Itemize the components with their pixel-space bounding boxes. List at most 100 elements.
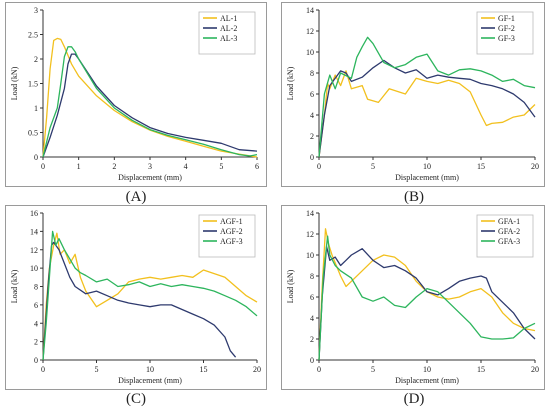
y-tick-label: 6 <box>310 293 314 302</box>
x-tick-label: 5 <box>371 162 375 171</box>
y-axis-title: Load (kN) <box>286 66 295 100</box>
x-tick-label: 6 <box>255 162 259 171</box>
x-axis-title: Displacement (mm) <box>395 376 459 385</box>
x-tick-label: 0 <box>41 162 45 171</box>
y-tick-label: 4 <box>310 111 314 120</box>
x-tick-label: 15 <box>477 365 485 374</box>
legend-box <box>476 11 534 55</box>
chart-panel-c: 0 5 10 15 20 0 2 4 6 8 10 12 14 16 Displacement (mm) Lo… <box>5 205 267 390</box>
y-tick-label: 4 <box>310 314 314 323</box>
y-axis-title: Load (kN) <box>10 66 19 100</box>
y-tick-label: 0.5 <box>28 129 38 138</box>
x-axis-title: Displacement (mm) <box>118 173 182 182</box>
chart-svg: 0 5 10 15 20 0 2 4 6 8 10 12 14 Displacement (mm) Load… <box>281 2 545 187</box>
legend-box <box>476 214 534 258</box>
legend-label: AGF-3 <box>220 237 243 246</box>
y-tick-label: 1.5 <box>28 80 38 89</box>
y-tick-label: 8 <box>310 69 314 78</box>
x-tick-label: 10 <box>423 162 431 171</box>
legend-label: AL-1 <box>220 14 237 23</box>
chart-panel-d: 0 5 10 15 20 0 2 4 6 8 10 12 14 Displacement (mm) Load… <box>281 205 545 390</box>
y-tick-label: 8 <box>310 272 314 281</box>
y-tick-label: 14 <box>306 6 314 15</box>
x-axis-title: Displacement (mm) <box>118 376 182 385</box>
panel-label-a: (A) <box>125 189 147 205</box>
legend-label: AGF-2 <box>220 227 243 236</box>
x-tick-label: 15 <box>477 162 485 171</box>
y-tick-label: 10 <box>306 251 314 260</box>
x-tick-label: 0 <box>41 365 45 374</box>
x-tick-label: 1 <box>77 162 81 171</box>
series-line-al-1 <box>42 37 258 158</box>
legend-label: AGF-1 <box>220 217 243 226</box>
panel-label-b: (B) <box>404 189 424 205</box>
legend-label: AL-2 <box>220 24 237 33</box>
y-tick-label: 8 <box>34 283 38 292</box>
series-line-agf-3 <box>42 230 258 361</box>
y-tick-label: 6 <box>34 301 38 310</box>
series-line-al-2 <box>42 53 258 158</box>
legend-label: GFA-3 <box>498 237 520 246</box>
chart-panel-b: 0 5 10 15 20 0 2 4 6 8 10 12 14 Displacement (mm) Load… <box>281 2 545 187</box>
y-axis-title: Load (kN) <box>10 269 19 303</box>
series-line-al-3 <box>42 46 258 158</box>
x-tick-label: 4 <box>184 162 188 171</box>
y-tick-label: 3 <box>34 6 38 15</box>
x-tick-label: 0 <box>317 365 321 374</box>
x-axis-title: Displacement (mm) <box>395 173 459 182</box>
legend-box <box>198 214 256 258</box>
legend-label: AL-3 <box>220 34 237 43</box>
y-tick-label: 6 <box>310 90 314 99</box>
x-tick-label: 5 <box>219 162 223 171</box>
legend-label: GF-3 <box>498 34 515 43</box>
y-tick-label: 14 <box>306 209 314 218</box>
y-tick-label: 2.5 <box>28 31 38 40</box>
chart-svg: 0 1 2 3 4 5 6 0 0.5 1 1.5 2 2.5 3 Displacement (mm) Loa… <box>5 2 267 187</box>
x-tick-label: 15 <box>200 365 208 374</box>
series-line-gfa-2 <box>318 245 536 361</box>
y-tick-label: 1 <box>34 104 38 113</box>
y-tick-label: 2 <box>34 55 38 64</box>
series-line-gfa-1 <box>318 228 536 361</box>
panel-label-c: (C) <box>126 391 146 407</box>
y-tick-label: 2 <box>310 132 314 141</box>
y-tick-label: 2 <box>34 338 38 347</box>
x-tick-label: 20 <box>531 365 539 374</box>
y-tick-label: 10 <box>306 48 314 57</box>
legend-label: GFA-1 <box>498 217 520 226</box>
x-tick-label: 2 <box>112 162 116 171</box>
legend-label: GF-1 <box>498 14 515 23</box>
y-tick-label: 12 <box>30 246 38 255</box>
x-tick-label: 5 <box>371 365 375 374</box>
y-tick-label: 0 <box>34 153 38 162</box>
series-line-gf-2 <box>318 59 536 158</box>
x-tick-label: 20 <box>253 365 261 374</box>
y-tick-label: 0 <box>310 153 314 162</box>
legend-label: GF-2 <box>498 24 515 33</box>
y-tick-label: 14 <box>30 227 38 236</box>
series-line-gfa-3 <box>318 235 536 361</box>
chart-svg: 0 5 10 15 20 0 2 4 6 8 10 12 14 Displacement (mm) Load… <box>281 205 545 390</box>
y-tick-label: 4 <box>34 319 38 328</box>
y-tick-label: 0 <box>310 356 314 365</box>
y-tick-label: 12 <box>306 230 314 239</box>
series-line-agf-2 <box>42 241 237 361</box>
legend-label: GFA-2 <box>498 227 520 236</box>
y-tick-label: 12 <box>306 27 314 36</box>
panel-label-d: (D) <box>403 391 425 407</box>
series-line-gf-3 <box>318 36 536 158</box>
chart-svg: 0 5 10 15 20 0 2 4 6 8 10 12 14 16 Displacement (mm) Lo… <box>5 205 267 390</box>
legend-box <box>198 11 256 55</box>
y-tick-label: 10 <box>30 264 38 273</box>
chart-panel-a: 0 1 2 3 4 5 6 0 0.5 1 1.5 2 2.5 3 Displacement (mm) Loa… <box>5 2 267 187</box>
y-tick-label: 0 <box>34 356 38 365</box>
x-tick-label: 0 <box>317 162 321 171</box>
x-tick-label: 10 <box>423 365 431 374</box>
x-tick-label: 5 <box>95 365 99 374</box>
x-tick-label: 20 <box>531 162 539 171</box>
x-tick-label: 3 <box>148 162 152 171</box>
y-tick-label: 16 <box>30 209 38 218</box>
y-tick-label: 2 <box>310 335 314 344</box>
y-axis-title: Load (kN) <box>286 269 295 303</box>
x-tick-label: 10 <box>146 365 154 374</box>
